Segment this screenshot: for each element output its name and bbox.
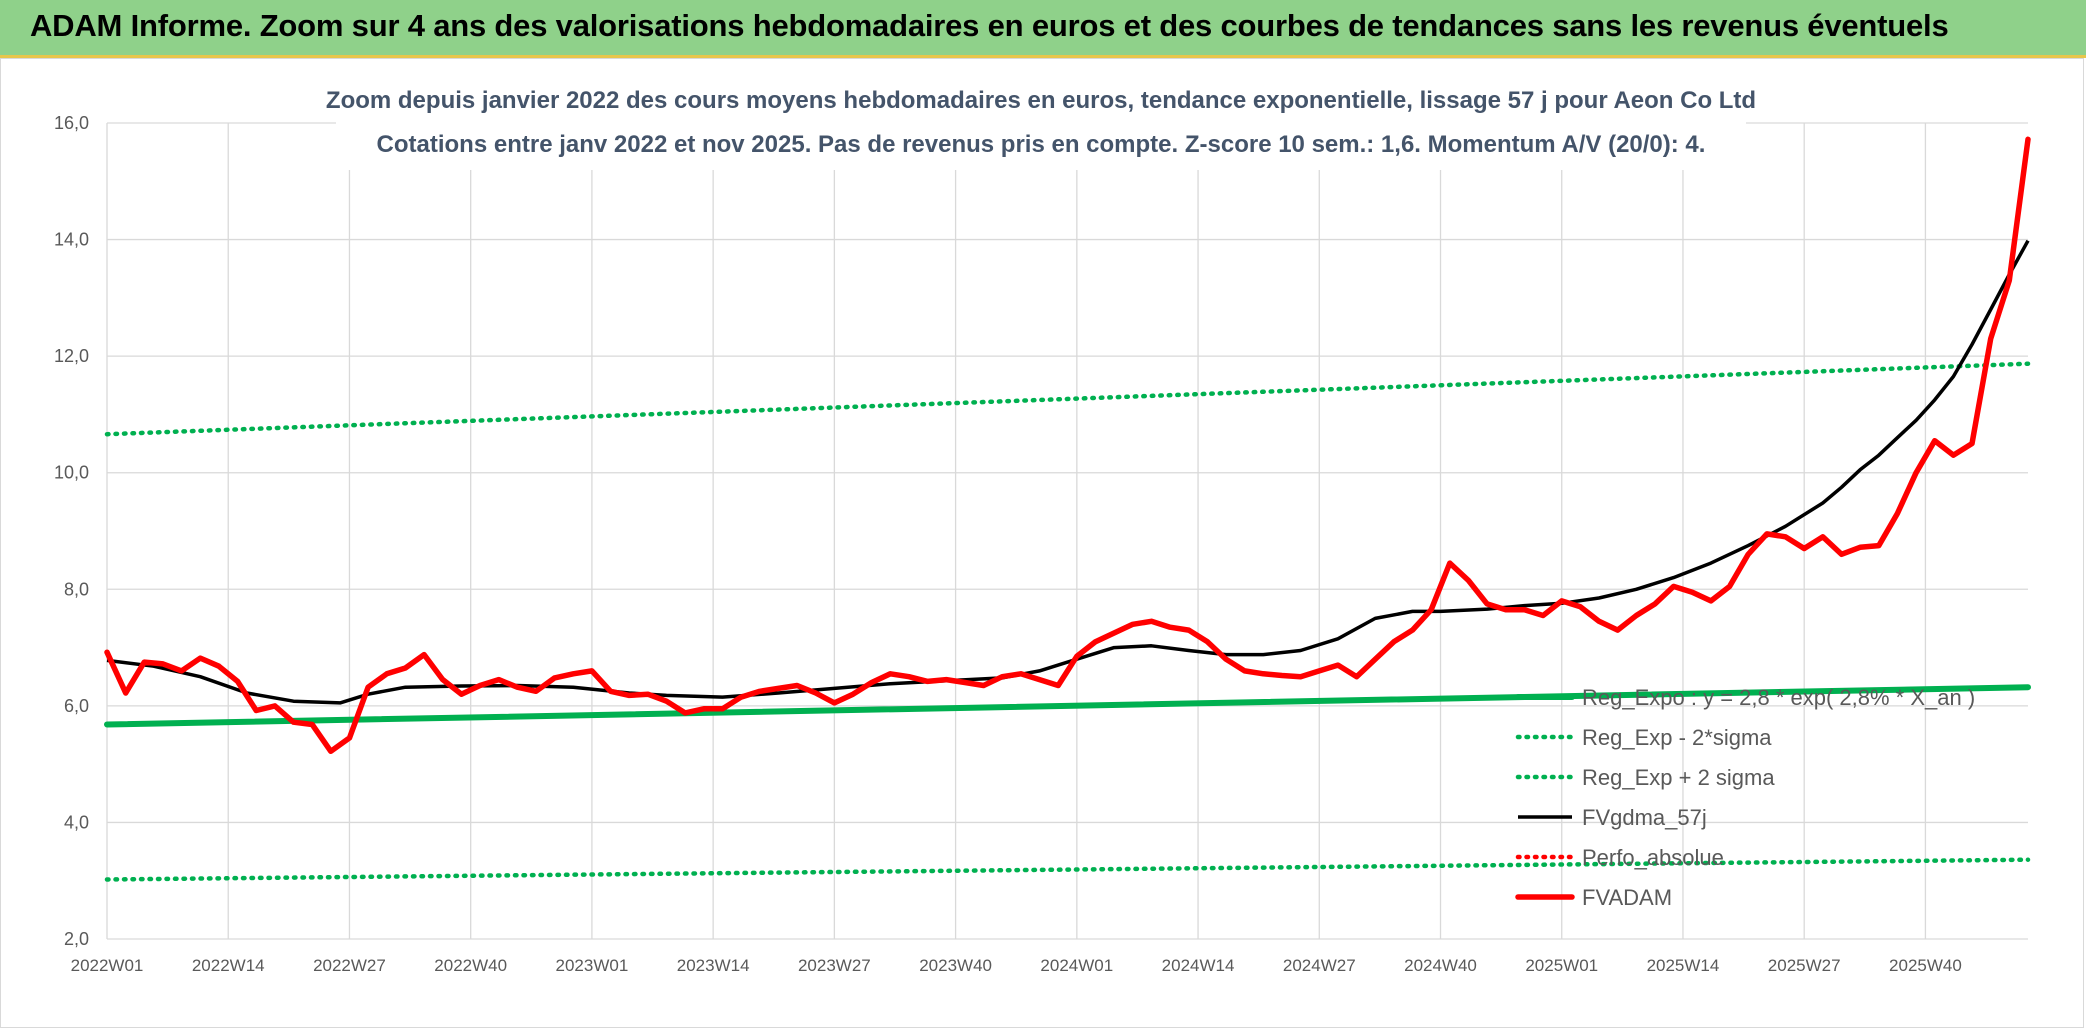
x-tick-label: 2024W14 — [1162, 956, 1235, 975]
y-tick-label: 4,0 — [64, 812, 89, 832]
x-tick-label: 2024W27 — [1283, 956, 1356, 975]
y-tick-label: 14,0 — [54, 230, 89, 250]
series-layer — [104, 136, 2031, 882]
x-tick-label: 2025W27 — [1768, 956, 1841, 975]
x-tick-label: 2023W40 — [919, 956, 992, 975]
legend-label: Reg_Exp - 2*sigma — [1582, 725, 1772, 750]
legend-label: FVgdma_57j — [1582, 805, 1707, 830]
x-tick-label: 2023W14 — [677, 956, 750, 975]
x-tick-label: 2023W01 — [556, 956, 629, 975]
y-tick-label: 8,0 — [64, 579, 89, 599]
series-line-reg-expo-y-2-8-exp-2-8-x-an — [104, 684, 2031, 728]
series-line-reg-exp-2-sigma — [104, 857, 2031, 882]
y-axis-tick-labels: 2,0 4,0 6,0 8,0 10,0 12,0 14,0 16,0 — [54, 113, 89, 949]
legend-label: Perfo_absolue — [1582, 845, 1724, 870]
x-tick-label: 2022W40 — [434, 956, 507, 975]
x-tick-label: 2022W14 — [192, 956, 265, 975]
x-tick-label: 2025W01 — [1525, 956, 1598, 975]
chart-subtitle: Cotations entre janv 2022 et nov 2025. P… — [377, 131, 1706, 158]
y-tick-label: 2,0 — [64, 929, 89, 949]
chart-title-box: Zoom depuis janvier 2022 des cours moyen… — [326, 76, 1756, 170]
x-tick-label: 2025W40 — [1889, 956, 1962, 975]
y-tick-label: 10,0 — [54, 463, 89, 483]
y-tick-label: 16,0 — [54, 113, 89, 133]
series-line-fvgdma-57j — [106, 239, 2030, 705]
series-line-reg-exp-2-sigma — [104, 361, 2031, 437]
legend-label: FVADAM — [1582, 885, 1672, 910]
x-tick-label: 2022W27 — [313, 956, 386, 975]
series-line-fvadam — [104, 136, 2031, 755]
chart-title: Zoom depuis janvier 2022 des cours moyen… — [326, 87, 1756, 114]
legend-label: Reg_Expo : y = 2,8 * exp( 2,8% * X_an ) — [1582, 685, 1975, 710]
x-tick-label: 2025W14 — [1647, 956, 1720, 975]
legend-label: Reg_Exp + 2 sigma — [1582, 765, 1775, 790]
chart-frame — [0, 58, 2084, 1028]
x-tick-label: 2022W01 — [71, 956, 144, 975]
x-axis-tick-labels: 2022W01 2022W14 2022W27 2022W40 2023W01 2023W… — [71, 956, 1962, 975]
legend: Reg_Expo : y = 2,8 * exp( 2,8% * X_an ) R… — [1515, 685, 1975, 910]
y-tick-label: 6,0 — [64, 696, 89, 716]
x-tick-label: 2024W40 — [1404, 956, 1477, 975]
x-tick-label: 2024W01 — [1040, 956, 1113, 975]
x-tick-label: 2023W27 — [798, 956, 871, 975]
gridlines — [106, 122, 2028, 940]
header-banner: ADAM Informe. Zoom sur 4 ans des valoris… — [0, 0, 2086, 58]
page-title: ADAM Informe. Zoom sur 4 ans des valoris… — [30, 8, 1949, 43]
y-tick-label: 12,0 — [54, 346, 89, 366]
